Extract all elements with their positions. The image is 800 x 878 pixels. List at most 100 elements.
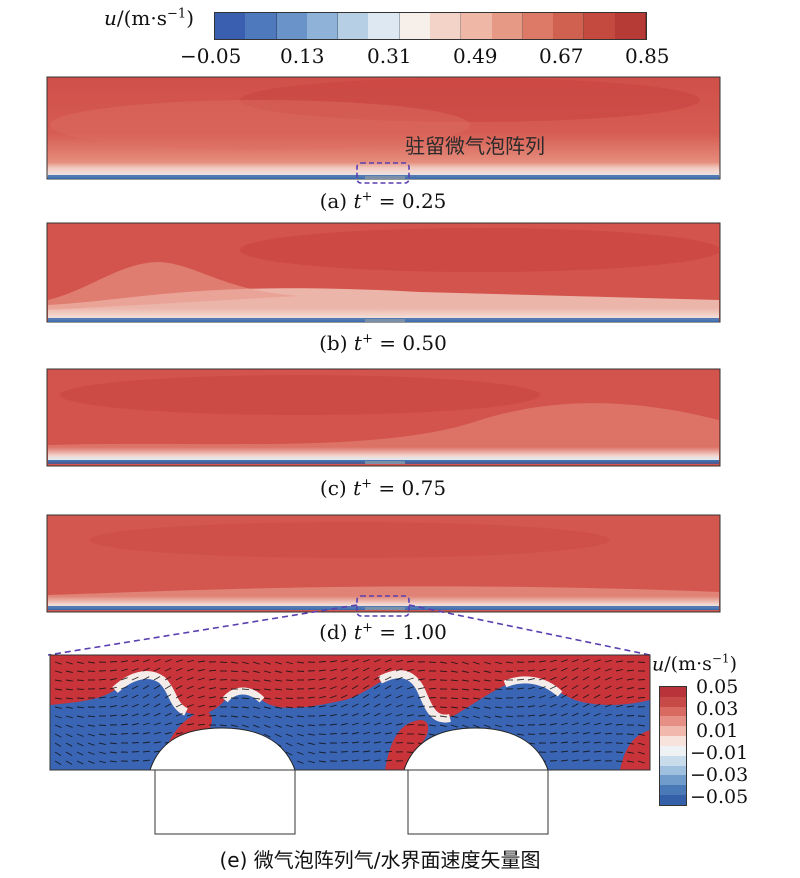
velocity-arrow [505,661,513,664]
velocity-arrow [571,722,579,726]
velocity-arrow [340,676,348,681]
velocity-arrow [439,670,448,673]
velocity-arrow [340,703,348,708]
velocity-arrow [428,687,437,690]
velocity-arrow [593,703,601,708]
velocity-arrow [582,731,590,735]
velocity-arrow [384,759,393,762]
velocity-arrow [527,678,535,681]
velocity-arrow [274,724,282,728]
colorbar-segment [660,775,686,786]
velocity-arrow [109,695,117,699]
velocity-arrow [164,685,172,690]
velocity-arrow [417,733,426,736]
velocity-arrow [604,704,612,708]
velocity-arrow [549,694,557,699]
velocity-arrow [472,688,480,691]
velocity-arrow [186,694,194,699]
velocity-arrow [560,703,568,708]
panel-a-caption: (a) t+ = 0.25 [319,189,447,213]
velocity-arrow [285,715,293,718]
velocity-arrow [142,759,150,762]
velocity-arrow [494,724,502,728]
velocity-arrow [362,741,370,744]
colorbar-title: u/(m·s−1) [104,6,195,30]
velocity-arrow [76,697,85,699]
velocity-arrow [615,660,623,663]
colorbar-segment [660,765,686,776]
velocity-arrow [65,751,73,756]
velocity-arrow [538,714,546,717]
velocity-arrow [373,667,381,672]
velocity-arrow [142,659,150,663]
velocity-arrow [483,670,491,673]
velocity-arrow [175,676,183,681]
velocity-arrow [538,704,546,708]
velocity-arrow [109,705,117,708]
velocity-arrow [65,706,73,709]
panel-d-caption: (d) t+ = 1.00 [319,620,447,644]
velocity-arrow [461,715,469,719]
bubble-highlight-box-d [356,595,410,617]
velocity-arrow [406,723,415,726]
velocity-arrow [560,694,568,699]
velocity-arrow [230,715,238,718]
velocity-arrow [538,660,546,663]
velocity-arrow [483,715,491,719]
velocity-arrow [362,703,370,708]
velocity-arrow [219,696,228,699]
velocity-arrow [263,733,271,738]
velocity-arrow [274,733,282,738]
colorbar-segment [614,13,646,39]
velocity-arrow [285,706,293,709]
velocity-arrow [351,741,359,744]
velocity-arrow [164,694,172,699]
velocity-arrow [263,679,271,682]
velocity-arrow [241,679,249,682]
velocity-arrow [472,679,480,682]
velocity-arrow [439,661,447,664]
velocity-arrow [274,688,282,691]
velocity-arrow [604,732,613,735]
velocity-arrow [219,661,228,664]
velocity-arrow [560,722,568,726]
velocity-arrow [560,732,568,735]
velocity-arrow [560,659,568,663]
velocity-arrow [230,706,239,708]
velocity-arrow [362,759,370,762]
velocity-arrow [252,706,260,709]
colorbar-segment [522,13,554,39]
velocity-arrow [285,661,293,665]
velocity-arrow [461,724,469,728]
velocity-arrow [164,722,172,726]
velocity-arrow [527,669,535,672]
velocity-arrow [637,661,646,663]
velocity-arrow [593,759,602,762]
velocity-arrow [571,685,579,690]
velocity-arrow [263,661,271,665]
velocity-arrow [571,712,579,717]
velocity-arrow [230,661,238,664]
velocity-arrow [285,670,293,673]
velocity-arrow [120,686,128,690]
velocity-arrow [109,686,117,690]
velocity-arrow [274,661,282,665]
velocity-arrow [208,715,217,717]
velocity-arrow [186,704,194,708]
velocity-arrow [252,697,260,700]
velocity-arrow [362,685,370,690]
velocity-arrow [406,668,414,672]
velocity-arrow [351,712,359,717]
velocity-arrow [472,670,480,674]
velocity-arrow [571,731,579,735]
velocity-arrow [593,732,601,735]
velocity-arrow [626,715,635,717]
bubble-highlight-box-a [356,162,410,184]
bubble-array-annotation: 驻留微气泡阵列 [405,134,545,158]
velocity-arrow [175,713,183,717]
panel-b [46,222,721,323]
velocity-arrow [538,686,546,690]
velocity-arrow [318,751,326,754]
colorbar-segment [399,13,430,39]
velocity-arrow [76,706,85,709]
